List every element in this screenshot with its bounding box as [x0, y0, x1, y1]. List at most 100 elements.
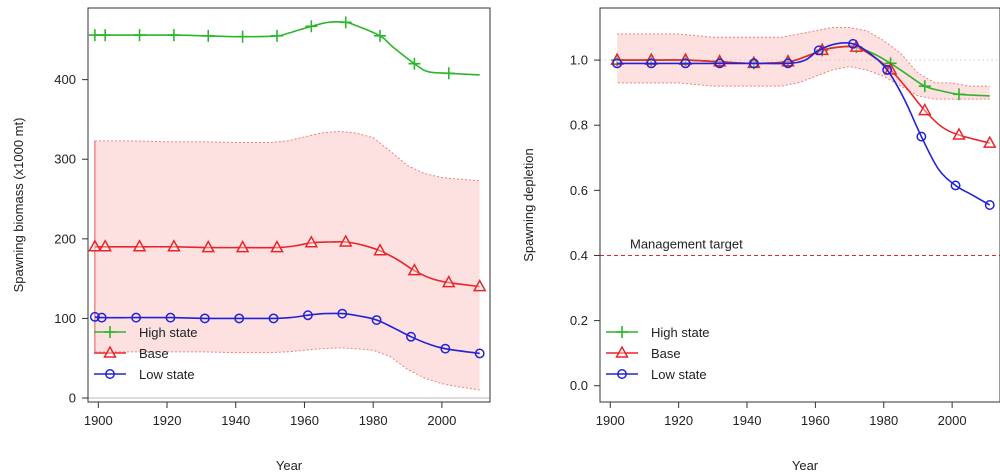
y-tick-label: 0.8	[570, 118, 588, 133]
band-lower-edge	[617, 66, 990, 100]
data-point	[270, 240, 284, 253]
legend: High state Base Low state	[94, 325, 198, 382]
y-tick-label: 300	[54, 152, 76, 167]
data-point	[916, 131, 927, 142]
series-base	[610, 39, 997, 148]
data-point	[89, 311, 100, 322]
y-tick-label: 0	[69, 391, 76, 406]
x-tick-label: 1980	[359, 413, 388, 428]
data-point	[305, 20, 318, 33]
plot-frame	[599, 7, 1000, 403]
x-tick-label: 1900	[596, 413, 625, 428]
legend-marker	[104, 326, 116, 338]
data-point	[96, 312, 107, 323]
y-axis-title: Spawning depletion	[521, 148, 536, 261]
data-point	[339, 16, 352, 29]
series-high-state	[88, 16, 480, 80]
series-base	[88, 234, 487, 292]
management-target-label: Management target	[630, 236, 743, 251]
spawning-depletion-panel: Management target 1900 1920 1940 1960 1980 20…	[521, 7, 1000, 473]
data-point	[132, 239, 147, 252]
x-tick-label: 1960	[801, 413, 830, 428]
data-point	[783, 58, 793, 69]
data-point	[133, 29, 146, 42]
x-tick-label: 1920	[153, 413, 182, 428]
band-lower-edge	[94, 347, 480, 391]
data-point	[440, 343, 451, 354]
confidence-band	[617, 27, 990, 100]
y-tick-label: 1.0	[570, 53, 588, 68]
x-tick-label: 2000	[938, 413, 967, 428]
y-tick-label: 0.2	[570, 313, 588, 328]
data-point	[99, 29, 112, 42]
band-upper-edge	[617, 27, 990, 87]
band-upper-edge	[94, 130, 480, 182]
data-point	[408, 57, 421, 70]
data-point	[952, 127, 966, 140]
data-point	[918, 103, 932, 116]
data-point	[442, 67, 455, 80]
series-low-state	[89, 308, 485, 359]
series-line	[617, 45, 990, 144]
data-point	[680, 58, 691, 69]
legend: High state Base Low state	[606, 325, 710, 382]
data-point	[131, 312, 142, 323]
series-line	[94, 312, 480, 355]
y-tick-label: 200	[54, 231, 76, 246]
data-point	[201, 240, 216, 253]
data-point	[952, 88, 965, 101]
plot-frame	[87, 7, 491, 403]
data-point	[199, 313, 210, 324]
y-tick-label: 0.4	[570, 248, 588, 263]
legend-marker	[617, 369, 627, 379]
data-point	[98, 239, 112, 252]
x-axis-title: Year	[792, 458, 819, 473]
data-point	[882, 64, 893, 75]
x-tick-label: 2000	[427, 413, 456, 428]
series-line	[617, 41, 991, 206]
y-tick-label: 0.0	[570, 378, 588, 393]
legend-label: Low state	[651, 367, 707, 382]
data-point	[848, 38, 858, 49]
legend-item: Low state	[94, 367, 195, 382]
data-point	[371, 315, 382, 325]
data-point	[406, 331, 416, 342]
data-point	[302, 310, 313, 321]
data-point	[202, 29, 215, 42]
legend-item: Low state	[606, 367, 707, 382]
y-tick-label: 100	[54, 311, 76, 326]
data-point	[234, 313, 245, 324]
x-tick-label: 1980	[869, 413, 898, 428]
data-point	[167, 29, 180, 42]
x-tick-label: 1940	[221, 413, 250, 428]
legend-marker	[615, 345, 629, 358]
data-point	[982, 135, 997, 148]
x-tick-label: 1900	[84, 413, 113, 428]
series-line	[94, 21, 480, 76]
data-point	[236, 30, 249, 43]
series-low-state	[612, 38, 995, 210]
legend-label: Base	[651, 346, 681, 361]
legend-label: Base	[139, 346, 169, 361]
legend-item: High state	[94, 325, 198, 340]
legend-label: High state	[139, 325, 198, 340]
data-point	[472, 279, 487, 292]
data-point	[950, 180, 961, 191]
data-point	[165, 312, 176, 323]
data-point	[918, 80, 931, 93]
spawning-biomass-panel: 1900 1920 1940 1960 1980 2000 0 100 200 300 400 Ye…	[11, 7, 491, 473]
data-point	[337, 308, 348, 319]
data-point	[442, 275, 456, 288]
y-axis-title: Spawning biomass (x1000 mt)	[11, 118, 26, 293]
data-point	[167, 239, 181, 252]
legend-item: High state	[606, 325, 710, 340]
legend-item: Base	[94, 345, 169, 361]
legend-marker	[103, 345, 117, 358]
data-point	[270, 29, 283, 42]
data-point	[714, 58, 725, 69]
data-point	[612, 58, 623, 69]
data-point	[407, 263, 422, 276]
legend-marker	[616, 326, 628, 338]
data-point	[748, 58, 759, 69]
